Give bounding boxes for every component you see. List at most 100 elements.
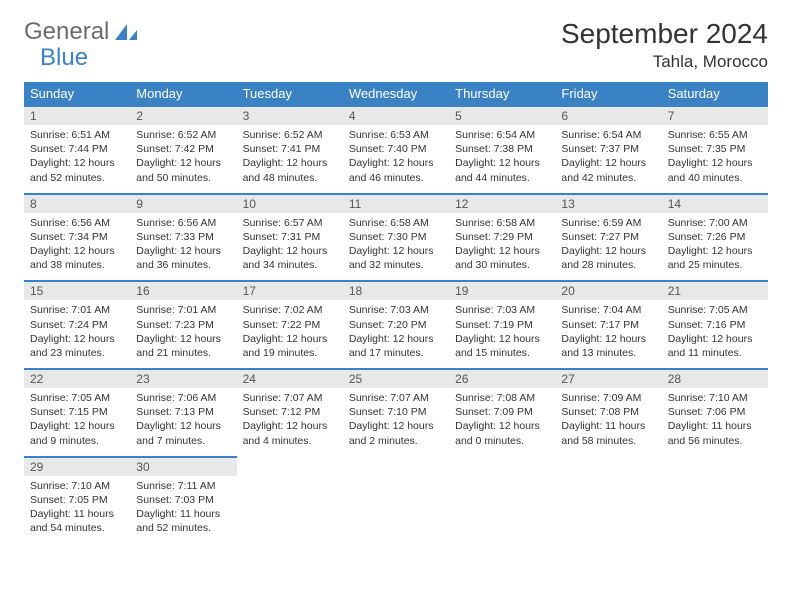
week-row: 15Sunrise: 7:01 AMSunset: 7:24 PMDayligh… [24, 281, 768, 369]
day-cell: 25Sunrise: 7:07 AMSunset: 7:10 PMDayligh… [343, 369, 449, 457]
day-number: 22 [24, 370, 130, 388]
day-cell: 6Sunrise: 6:54 AMSunset: 7:37 PMDaylight… [555, 106, 661, 194]
location: Tahla, Morocco [561, 52, 768, 72]
day-cell: 24Sunrise: 7:07 AMSunset: 7:12 PMDayligh… [237, 369, 343, 457]
day-cell [237, 457, 343, 544]
day-cell: 21Sunrise: 7:05 AMSunset: 7:16 PMDayligh… [662, 281, 768, 369]
day-details: Sunrise: 7:02 AMSunset: 7:22 PMDaylight:… [237, 300, 343, 368]
day-cell: 2Sunrise: 6:52 AMSunset: 7:42 PMDaylight… [130, 106, 236, 194]
day-details: Sunrise: 6:58 AMSunset: 7:30 PMDaylight:… [343, 213, 449, 281]
day-details: Sunrise: 7:05 AMSunset: 7:16 PMDaylight:… [662, 300, 768, 368]
day-cell: 30Sunrise: 7:11 AMSunset: 7:03 PMDayligh… [130, 457, 236, 544]
header: General September 2024 Tahla, Morocco [24, 18, 768, 72]
day-number: 5 [449, 107, 555, 125]
week-row: 1Sunrise: 6:51 AMSunset: 7:44 PMDaylight… [24, 106, 768, 194]
day-number: 1 [24, 107, 130, 125]
day-details: Sunrise: 7:03 AMSunset: 7:19 PMDaylight:… [449, 300, 555, 368]
day-number: 14 [662, 195, 768, 213]
day-details: Sunrise: 6:57 AMSunset: 7:31 PMDaylight:… [237, 213, 343, 281]
day-details: Sunrise: 6:56 AMSunset: 7:33 PMDaylight:… [130, 213, 236, 281]
month-title: September 2024 [561, 18, 768, 50]
day-cell: 18Sunrise: 7:03 AMSunset: 7:20 PMDayligh… [343, 281, 449, 369]
day-cell: 29Sunrise: 7:10 AMSunset: 7:05 PMDayligh… [24, 457, 130, 544]
day-cell: 3Sunrise: 6:52 AMSunset: 7:41 PMDaylight… [237, 106, 343, 194]
day-number: 25 [343, 370, 449, 388]
day-details: Sunrise: 6:51 AMSunset: 7:44 PMDaylight:… [24, 125, 130, 193]
calendar-table: SundayMondayTuesdayWednesdayThursdayFrid… [24, 82, 768, 543]
day-details: Sunrise: 6:52 AMSunset: 7:42 PMDaylight:… [130, 125, 236, 193]
day-number: 8 [24, 195, 130, 213]
day-cell: 5Sunrise: 6:54 AMSunset: 7:38 PMDaylight… [449, 106, 555, 194]
day-number: 3 [237, 107, 343, 125]
week-row: 29Sunrise: 7:10 AMSunset: 7:05 PMDayligh… [24, 457, 768, 544]
day-number: 23 [130, 370, 236, 388]
week-row: 22Sunrise: 7:05 AMSunset: 7:15 PMDayligh… [24, 369, 768, 457]
day-number: 19 [449, 282, 555, 300]
day-details: Sunrise: 7:03 AMSunset: 7:20 PMDaylight:… [343, 300, 449, 368]
day-cell [662, 457, 768, 544]
day-cell: 20Sunrise: 7:04 AMSunset: 7:17 PMDayligh… [555, 281, 661, 369]
day-number: 4 [343, 107, 449, 125]
day-cell: 26Sunrise: 7:08 AMSunset: 7:09 PMDayligh… [449, 369, 555, 457]
day-number: 27 [555, 370, 661, 388]
day-details: Sunrise: 7:08 AMSunset: 7:09 PMDaylight:… [449, 388, 555, 456]
day-cell: 19Sunrise: 7:03 AMSunset: 7:19 PMDayligh… [449, 281, 555, 369]
day-header-cell: Wednesday [343, 82, 449, 106]
day-details: Sunrise: 6:54 AMSunset: 7:37 PMDaylight:… [555, 125, 661, 193]
day-details: Sunrise: 7:04 AMSunset: 7:17 PMDaylight:… [555, 300, 661, 368]
sail-icon [113, 22, 139, 42]
day-cell: 16Sunrise: 7:01 AMSunset: 7:23 PMDayligh… [130, 281, 236, 369]
day-details: Sunrise: 6:59 AMSunset: 7:27 PMDaylight:… [555, 213, 661, 281]
day-number: 28 [662, 370, 768, 388]
day-header-cell: Monday [130, 82, 236, 106]
day-number: 6 [555, 107, 661, 125]
day-header-cell: Thursday [449, 82, 555, 106]
day-number: 30 [130, 458, 236, 476]
day-number: 9 [130, 195, 236, 213]
day-details: Sunrise: 7:05 AMSunset: 7:15 PMDaylight:… [24, 388, 130, 456]
day-header-cell: Saturday [662, 82, 768, 106]
day-cell: 8Sunrise: 6:56 AMSunset: 7:34 PMDaylight… [24, 194, 130, 282]
day-number: 2 [130, 107, 236, 125]
week-row: 8Sunrise: 6:56 AMSunset: 7:34 PMDaylight… [24, 194, 768, 282]
day-header-cell: Sunday [24, 82, 130, 106]
day-number: 17 [237, 282, 343, 300]
day-number: 29 [24, 458, 130, 476]
day-number: 21 [662, 282, 768, 300]
day-number: 7 [662, 107, 768, 125]
day-details: Sunrise: 7:00 AMSunset: 7:26 PMDaylight:… [662, 213, 768, 281]
day-details: Sunrise: 6:56 AMSunset: 7:34 PMDaylight:… [24, 213, 130, 281]
day-details: Sunrise: 6:52 AMSunset: 7:41 PMDaylight:… [237, 125, 343, 193]
day-details: Sunrise: 7:10 AMSunset: 7:06 PMDaylight:… [662, 388, 768, 456]
day-number: 18 [343, 282, 449, 300]
day-cell: 4Sunrise: 6:53 AMSunset: 7:40 PMDaylight… [343, 106, 449, 194]
calendar-body: 1Sunrise: 6:51 AMSunset: 7:44 PMDaylight… [24, 106, 768, 543]
day-cell: 27Sunrise: 7:09 AMSunset: 7:08 PMDayligh… [555, 369, 661, 457]
day-header-row: SundayMondayTuesdayWednesdayThursdayFrid… [24, 82, 768, 106]
day-details: Sunrise: 6:55 AMSunset: 7:35 PMDaylight:… [662, 125, 768, 193]
day-cell: 23Sunrise: 7:06 AMSunset: 7:13 PMDayligh… [130, 369, 236, 457]
day-cell: 11Sunrise: 6:58 AMSunset: 7:30 PMDayligh… [343, 194, 449, 282]
day-number: 12 [449, 195, 555, 213]
day-number: 11 [343, 195, 449, 213]
day-number: 24 [237, 370, 343, 388]
day-header-cell: Tuesday [237, 82, 343, 106]
day-number: 16 [130, 282, 236, 300]
day-details: Sunrise: 7:06 AMSunset: 7:13 PMDaylight:… [130, 388, 236, 456]
day-cell: 14Sunrise: 7:00 AMSunset: 7:26 PMDayligh… [662, 194, 768, 282]
day-cell: 7Sunrise: 6:55 AMSunset: 7:35 PMDaylight… [662, 106, 768, 194]
day-details: Sunrise: 7:07 AMSunset: 7:12 PMDaylight:… [237, 388, 343, 456]
day-number: 10 [237, 195, 343, 213]
brand-word1: General [24, 18, 109, 46]
day-number: 20 [555, 282, 661, 300]
day-cell: 9Sunrise: 6:56 AMSunset: 7:33 PMDaylight… [130, 194, 236, 282]
brand-word2: Blue [40, 44, 88, 72]
day-cell [449, 457, 555, 544]
day-cell [343, 457, 449, 544]
day-details: Sunrise: 7:10 AMSunset: 7:05 PMDaylight:… [24, 476, 130, 544]
day-details: Sunrise: 6:58 AMSunset: 7:29 PMDaylight:… [449, 213, 555, 281]
day-details: Sunrise: 6:54 AMSunset: 7:38 PMDaylight:… [449, 125, 555, 193]
day-cell: 13Sunrise: 6:59 AMSunset: 7:27 PMDayligh… [555, 194, 661, 282]
brand-logo: General [24, 18, 139, 46]
day-details: Sunrise: 6:53 AMSunset: 7:40 PMDaylight:… [343, 125, 449, 193]
